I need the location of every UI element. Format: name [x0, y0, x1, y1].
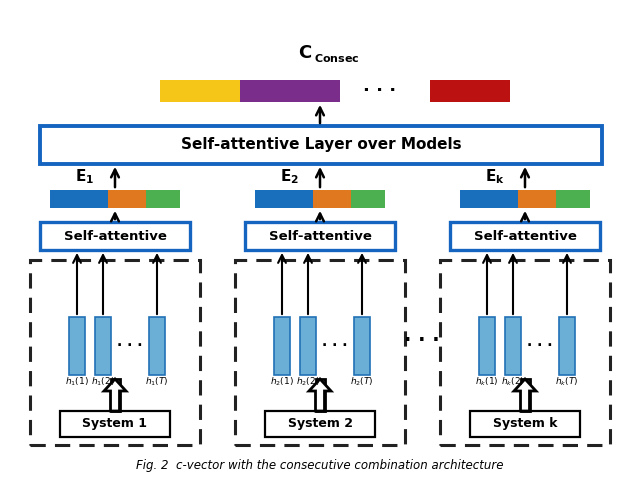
Bar — [354, 317, 370, 375]
FancyArrow shape — [514, 379, 536, 411]
Text: $\mathbf{E_k}$: $\mathbf{E_k}$ — [485, 168, 505, 186]
Bar — [240, 80, 340, 102]
Bar — [108, 190, 146, 208]
Text: · · ·: · · · — [117, 339, 143, 353]
Bar — [40, 126, 602, 164]
Text: $h_2(T)$: $h_2(T)$ — [350, 376, 374, 388]
Bar — [520, 379, 529, 411]
Bar — [95, 317, 111, 375]
Text: $h_1(T)$: $h_1(T)$ — [145, 376, 169, 388]
Bar — [69, 317, 85, 375]
Text: $h_1(2)$: $h_1(2)$ — [91, 376, 115, 388]
Text: $h_k(1)$: $h_k(1)$ — [476, 376, 499, 388]
FancyArrow shape — [309, 379, 331, 411]
Bar — [40, 222, 190, 250]
Text: · · ·: · · · — [323, 339, 348, 353]
Text: System 1: System 1 — [83, 418, 147, 431]
Text: · · ·: · · · — [527, 339, 553, 353]
Bar — [235, 260, 405, 445]
Bar — [146, 190, 180, 208]
Bar — [559, 317, 575, 375]
Text: Self-attentive Layer over Models: Self-attentive Layer over Models — [180, 137, 461, 153]
Bar — [149, 317, 165, 375]
Text: $h_k(T)$: $h_k(T)$ — [556, 376, 579, 388]
Bar — [160, 80, 240, 102]
Text: System 2: System 2 — [287, 418, 353, 431]
Text: $h_2(2)$: $h_2(2)$ — [296, 376, 320, 388]
Bar — [111, 379, 120, 411]
Bar — [470, 411, 580, 437]
Bar — [450, 222, 600, 250]
Bar — [556, 190, 590, 208]
Text: Fig. 2  c-vector with the consecutive combination architecture: Fig. 2 c-vector with the consecutive com… — [136, 459, 504, 472]
Text: $\mathbf{E_1}$: $\mathbf{E_1}$ — [76, 168, 95, 186]
Text: $\mathbf{E_2}$: $\mathbf{E_2}$ — [280, 168, 300, 186]
Bar — [30, 260, 200, 445]
Bar — [430, 80, 510, 102]
Text: $\mathbf{C}$: $\mathbf{C}$ — [298, 44, 312, 62]
Text: $h_k(2)$: $h_k(2)$ — [501, 376, 525, 388]
FancyArrow shape — [104, 379, 126, 411]
Bar — [255, 190, 313, 208]
Text: · · ·: · · · — [364, 82, 397, 100]
Bar — [505, 317, 521, 375]
Bar — [518, 190, 556, 208]
Text: System k: System k — [493, 418, 557, 431]
Bar — [460, 190, 518, 208]
Bar — [245, 222, 395, 250]
Bar — [60, 411, 170, 437]
Text: $h_1(1)$: $h_1(1)$ — [65, 376, 89, 388]
Bar — [50, 190, 108, 208]
Bar — [313, 190, 351, 208]
Bar — [300, 317, 316, 375]
Bar — [351, 190, 385, 208]
Text: Self-attentive: Self-attentive — [63, 229, 166, 242]
Text: $\mathbf{Consec}$: $\mathbf{Consec}$ — [314, 52, 360, 64]
Bar — [440, 260, 610, 445]
Bar — [265, 411, 375, 437]
Text: · · ·: · · · — [404, 331, 440, 349]
Text: Self-attentive: Self-attentive — [269, 229, 371, 242]
Text: Self-attentive: Self-attentive — [474, 229, 577, 242]
Bar — [479, 317, 495, 375]
Bar — [316, 379, 324, 411]
Text: $h_2(1)$: $h_2(1)$ — [270, 376, 294, 388]
Bar — [274, 317, 290, 375]
